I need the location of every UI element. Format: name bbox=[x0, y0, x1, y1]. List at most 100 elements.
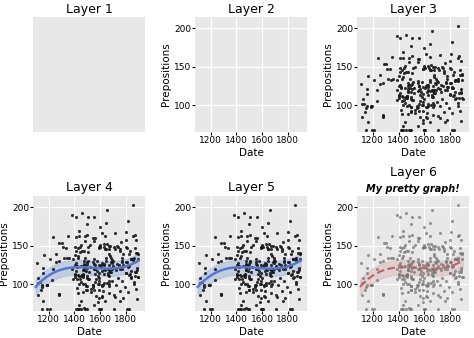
Point bbox=[416, 271, 423, 276]
Point bbox=[111, 231, 119, 236]
Point bbox=[428, 270, 436, 276]
Point bbox=[105, 267, 113, 272]
Point bbox=[450, 127, 457, 132]
Point bbox=[281, 255, 288, 261]
Point bbox=[237, 282, 245, 287]
Point bbox=[90, 257, 98, 262]
Point bbox=[362, 288, 369, 293]
Point bbox=[452, 256, 460, 262]
Point bbox=[454, 234, 461, 239]
Point bbox=[262, 261, 270, 266]
Title: Layer 4: Layer 4 bbox=[66, 182, 112, 194]
Point bbox=[212, 234, 219, 239]
Point bbox=[419, 263, 427, 268]
Point bbox=[74, 272, 82, 278]
Point bbox=[456, 251, 464, 256]
Point bbox=[272, 244, 280, 249]
Point bbox=[259, 244, 266, 249]
Point bbox=[398, 76, 406, 82]
Point bbox=[440, 247, 448, 252]
Point bbox=[402, 273, 410, 278]
Point bbox=[214, 260, 222, 265]
Point bbox=[398, 264, 405, 269]
Point bbox=[423, 284, 430, 289]
Point bbox=[445, 284, 453, 290]
Point bbox=[293, 269, 301, 274]
Point bbox=[414, 267, 422, 272]
Point bbox=[292, 279, 300, 285]
Point bbox=[124, 218, 131, 224]
Point bbox=[424, 82, 432, 88]
Point bbox=[448, 263, 456, 268]
Point bbox=[122, 244, 129, 249]
Point bbox=[457, 86, 465, 92]
Point bbox=[94, 282, 101, 287]
Point bbox=[406, 306, 413, 311]
Title: Layer 5: Layer 5 bbox=[228, 182, 275, 194]
Point bbox=[252, 267, 260, 272]
Point bbox=[400, 249, 408, 255]
Point bbox=[407, 283, 414, 289]
Point bbox=[83, 261, 91, 267]
Point bbox=[426, 298, 434, 304]
Point bbox=[241, 272, 249, 277]
Point bbox=[414, 235, 421, 241]
Point bbox=[254, 271, 261, 276]
Point bbox=[102, 220, 109, 225]
Point bbox=[237, 306, 245, 311]
Point bbox=[426, 120, 434, 125]
Point bbox=[396, 66, 403, 71]
Point bbox=[270, 260, 278, 265]
Point bbox=[253, 214, 260, 219]
Point bbox=[457, 268, 465, 273]
Point bbox=[100, 263, 108, 268]
Point bbox=[408, 53, 415, 59]
Point bbox=[242, 248, 249, 254]
Point bbox=[201, 265, 209, 270]
Point bbox=[441, 110, 448, 115]
Point bbox=[268, 266, 276, 272]
Point bbox=[83, 288, 91, 293]
Point bbox=[443, 259, 450, 264]
Point bbox=[430, 68, 438, 73]
Point bbox=[38, 284, 46, 290]
Point bbox=[408, 97, 415, 102]
Point bbox=[439, 262, 447, 268]
Point bbox=[258, 224, 266, 230]
Point bbox=[457, 237, 465, 243]
Point bbox=[200, 288, 207, 293]
Point bbox=[368, 282, 375, 287]
Point bbox=[429, 88, 437, 93]
Point bbox=[196, 280, 204, 286]
Point bbox=[263, 263, 270, 268]
Point bbox=[270, 255, 277, 261]
Point bbox=[257, 245, 264, 250]
Point bbox=[414, 56, 421, 62]
Point bbox=[414, 59, 422, 65]
Point bbox=[259, 264, 267, 269]
Point bbox=[422, 83, 429, 89]
Point bbox=[288, 306, 295, 311]
Point bbox=[439, 83, 447, 89]
Point bbox=[111, 265, 119, 271]
Point bbox=[420, 275, 428, 281]
Point bbox=[429, 284, 437, 289]
Point bbox=[94, 273, 101, 279]
Point bbox=[420, 65, 428, 71]
Point bbox=[239, 242, 246, 248]
Point bbox=[123, 245, 131, 250]
Point bbox=[436, 87, 443, 92]
Point bbox=[400, 127, 407, 132]
Point bbox=[458, 274, 465, 279]
Point bbox=[247, 269, 255, 275]
Point bbox=[422, 283, 429, 288]
Point bbox=[81, 261, 88, 267]
Point bbox=[429, 262, 437, 268]
Point bbox=[456, 72, 464, 77]
Point bbox=[426, 41, 434, 47]
Point bbox=[71, 271, 79, 276]
Point bbox=[420, 96, 428, 102]
Point bbox=[451, 256, 459, 262]
Point bbox=[403, 272, 411, 277]
Point bbox=[234, 261, 242, 266]
